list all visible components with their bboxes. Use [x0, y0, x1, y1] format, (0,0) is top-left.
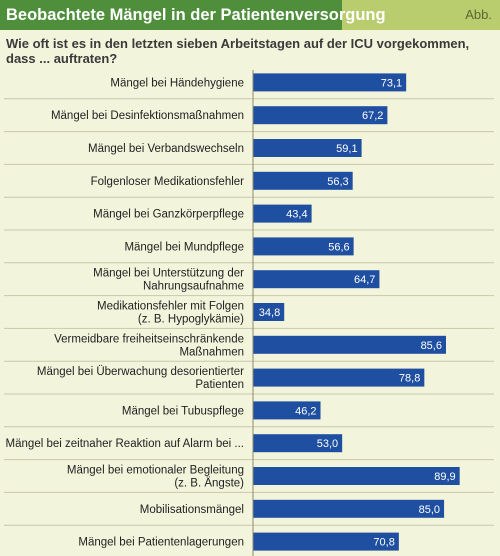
category-label-line: Medikationsfehler mit Folgen — [97, 301, 244, 313]
category-label: Mängel bei Verbandswechseln — [88, 143, 244, 155]
header-title-block: Beobachtete Mängel in der Patientenverso… — [0, 0, 386, 30]
bar-value-label: 67,2 — [362, 110, 383, 122]
bar-value-label: 43,4 — [286, 209, 307, 221]
bar-value-label: 56,3 — [327, 176, 348, 188]
category-label-line: (z. B. Ängste) — [174, 478, 244, 490]
category-label: Medikationsfehler mit Folgen (z. B. Hypog… — [97, 301, 244, 326]
bar — [253, 368, 425, 387]
bar — [253, 106, 388, 125]
category-label: Mängel bei Desinfektionsmaßnahmen — [51, 110, 244, 122]
category-label-line: Vermeidbare freiheitseinschränkende — [54, 333, 244, 345]
bar-value-label: 78,8 — [399, 373, 420, 385]
bar — [253, 467, 460, 485]
bar-value-label: 64,7 — [354, 274, 375, 286]
category-label: Mobilisationsmängel — [140, 504, 244, 516]
category-label: Mängel bei Patientenlagerungen — [78, 537, 244, 549]
category-label: Mängel bei Unterstützung der Nahrungsaufn… — [93, 268, 244, 293]
bar — [253, 204, 312, 223]
category-label-line: Mängel bei Tubuspflege — [122, 405, 244, 417]
bar-value-label: 73,1 — [381, 77, 402, 89]
category-label: Vermeidbare freiheitseinschränkende Maßna… — [54, 333, 244, 358]
bar-value-label: 46,2 — [295, 405, 316, 417]
category-label-line: Mängel bei Unterstützung der — [93, 268, 244, 280]
bar-value-label: 53,0 — [317, 438, 338, 450]
category-label-line: Mängel bei Ganzkörperpflege — [93, 209, 244, 221]
category-label-line: Mängel bei Mundpflege — [124, 241, 244, 253]
category-label-line: Mängel bei Desinfektionsmaßnahmen — [51, 110, 244, 122]
page-title: Beobachtete Mängel in der Patientenverso… — [6, 5, 386, 24]
category-label-line: Mängel bei emotionaler Begleitung — [67, 465, 244, 477]
bar — [253, 434, 343, 453]
bar-value-label: 34,8 — [259, 307, 280, 319]
bar-value-label: 85,0 — [419, 504, 440, 516]
bar — [253, 270, 380, 289]
category-label: Mängel bei Mundpflege — [124, 241, 244, 253]
category-label: Folgenloser Medikationsfehler — [91, 176, 245, 188]
bar — [253, 73, 407, 92]
category-label-line: (z. B. Hypoglykämie) — [138, 314, 244, 326]
category-label: Mängel bei Tubuspflege — [122, 405, 244, 417]
bar — [253, 303, 285, 321]
category-label-line: Mängel bei zeitnaher Reaktion auf Alarm … — [6, 438, 244, 450]
bar — [253, 532, 399, 551]
category-label-line: Mängel bei Verbandswechseln — [88, 143, 244, 155]
chart-question: Wie oft ist es in den letzten sieben Arb… — [6, 36, 470, 66]
category-label-line: Patienten — [195, 379, 244, 391]
bar — [253, 401, 321, 420]
bar — [253, 171, 353, 190]
bar-value-label: 89,9 — [434, 471, 455, 483]
category-label-line: Mängel bei Patientenlagerungen — [78, 537, 244, 549]
category-label-line: Nahrungsaufnahme — [143, 281, 244, 293]
bar — [253, 237, 354, 256]
category-label: Mängel bei Händehygiene — [110, 77, 244, 89]
bar — [253, 499, 445, 518]
bar — [253, 335, 446, 354]
bar-value-label: 59,1 — [336, 143, 357, 155]
category-label-line: Maßnahmen — [179, 346, 244, 358]
category-label-line: Mobilisationsmängel — [140, 504, 244, 516]
category-label-line: Folgenloser Medikationsfehler — [91, 176, 245, 188]
figure-reference: Abb. — [465, 7, 492, 22]
category-label-line: Mängel bei Händehygiene — [110, 77, 244, 89]
category-label: Mängel bei Überwachung desorientierter Pa… — [37, 366, 244, 391]
bar-value-label: 70,8 — [373, 537, 394, 549]
category-label: Mängel bei emotionaler Begleitung (z. B. … — [67, 465, 244, 490]
bar — [253, 139, 362, 157]
header-bar: Beobachtete Mängel in der Patientenverso… — [0, 0, 500, 30]
category-label: Mängel bei zeitnaher Reaktion auf Alarm … — [6, 438, 244, 450]
bar-value-label: 85,6 — [421, 340, 442, 352]
category-label: Mängel bei Ganzkörperpflege — [93, 209, 244, 221]
category-label-line: Mängel bei Überwachung desorientierter — [37, 366, 244, 378]
bar-value-label: 56,6 — [328, 241, 349, 253]
